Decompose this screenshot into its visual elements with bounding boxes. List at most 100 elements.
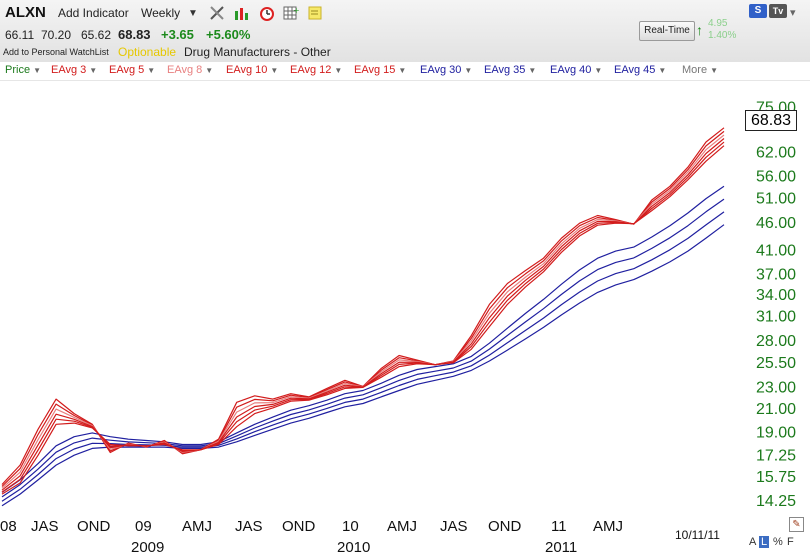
chart-date-label: 10/11/11 [675, 528, 720, 542]
legend-dropdown-icon[interactable]: ▼ [464, 66, 473, 75]
quote-change-pct: +5.60% [206, 27, 251, 42]
industry-label: Drug Manufacturers - Other [184, 45, 331, 59]
add-to-watchlist-link[interactable]: Add to Personal WatchList [3, 47, 109, 57]
time-tick-label: 09 [135, 518, 152, 535]
time-tick-label: 10 [342, 518, 359, 535]
legend-item-eavg-8[interactable]: EAvg 8 ▼ [167, 64, 213, 76]
legend-dropdown-icon[interactable]: ▼ [334, 66, 343, 75]
legend-dropdown-icon[interactable]: ▼ [89, 66, 98, 75]
legend-item-label: EAvg 5 [109, 64, 145, 76]
time-tick-label: AMJ [182, 518, 212, 535]
price-chart[interactable]: 75.0062.0056.0051.0046.0041.0037.0034.00… [0, 81, 810, 560]
time-tick-label: 11 [551, 518, 567, 535]
price-tick-label: 25.50 [756, 355, 796, 372]
legend-item-eavg-35[interactable]: EAvg 35 ▼ [484, 64, 536, 76]
legend-dropdown-icon[interactable]: ▼ [33, 66, 41, 75]
year-label: 2009 [131, 539, 164, 556]
legend-dropdown-icon[interactable]: ▼ [710, 66, 718, 75]
bar-chart-icon[interactable] [234, 5, 250, 21]
legend-item-eavg-3[interactable]: EAvg 3 ▼ [51, 64, 97, 76]
time-tick-label: OND [282, 518, 316, 535]
price-tick-label: 41.00 [756, 242, 796, 259]
tools-icon[interactable] [209, 5, 225, 21]
legend-dropdown-icon[interactable]: ▼ [205, 66, 214, 75]
short-ema-line [1, 127, 725, 485]
price-tick-label: 23.00 [756, 379, 796, 396]
short-ema-line [1, 138, 725, 491]
quote-high: 70.20 [41, 28, 72, 42]
grid-icon[interactable]: + [283, 5, 300, 21]
legend-item-price[interactable]: Price ▼ [5, 64, 41, 76]
legend-item-label: Price [5, 64, 31, 76]
legend-item-eavg-5[interactable]: EAvg 5 ▼ [109, 64, 155, 76]
time-tick-label: AMJ [387, 518, 417, 535]
price-tick-label: 17.25 [756, 448, 796, 465]
price-tick-label: 15.75 [756, 469, 796, 486]
quote-close: 68.83 [118, 27, 151, 42]
legend-item-eavg-40[interactable]: EAvg 40 ▼ [550, 64, 602, 76]
percent-scale-button[interactable]: % [773, 536, 783, 548]
toolbar-menu-arrow-icon[interactable]: ▾ [790, 7, 796, 19]
legend-dropdown-icon[interactable]: ▼ [270, 66, 279, 75]
time-tick-label: JAS [235, 518, 263, 535]
time-tick-label: OND [77, 518, 111, 535]
time-tick-label: AMJ [593, 518, 623, 535]
legend-item-label: EAvg 10 [226, 64, 268, 76]
legend-item-label: EAvg 8 [167, 64, 203, 76]
period-dropdown-icon[interactable]: ▼ [188, 8, 198, 19]
long-ema-line [1, 211, 725, 502]
time-tick-label: JAS [31, 518, 59, 535]
indicator-legend: Price ▼ EAvg 3 ▼ EAvg 5 ▼ EAvg 8 ▼ EAvg 10 ▼ EAvg … [0, 62, 810, 81]
tv-button[interactable]: Tv [769, 4, 787, 18]
auto-scale-button[interactable]: A [749, 536, 757, 548]
period-select[interactable]: Weekly [141, 6, 181, 20]
full-scale-button[interactable]: F [787, 536, 794, 548]
chart-toolbar: ALXN Add Indicator Weekly ▼ + 66.11 70.2… [0, 0, 810, 63]
alarm-clock-icon[interactable] [259, 5, 275, 21]
note-icon[interactable] [307, 5, 323, 21]
legend-dropdown-icon[interactable]: ▼ [528, 66, 537, 75]
time-tick-label: 08 [0, 518, 17, 535]
legend-item-more[interactable]: More ▼ [682, 64, 718, 76]
price-tick-label: 31.00 [756, 309, 796, 326]
legend-dropdown-icon[interactable]: ▼ [658, 66, 667, 75]
legend-item-label: EAvg 40 [550, 64, 592, 76]
legend-dropdown-icon[interactable]: ▼ [594, 66, 603, 75]
short-ema-line [1, 130, 725, 487]
quote-open: 66.11 [5, 28, 35, 42]
legend-item-label: EAvg 30 [420, 64, 462, 76]
add-indicator-button[interactable]: Add Indicator [58, 6, 129, 20]
legend-item-eavg-15[interactable]: EAvg 15 ▼ [354, 64, 406, 76]
price-tick-label: 37.00 [756, 267, 796, 284]
long-ema-line [1, 224, 725, 507]
legend-item-label: EAvg 45 [614, 64, 656, 76]
price-tick-label: 46.00 [756, 215, 796, 232]
log-scale-button[interactable]: L [759, 536, 770, 548]
s-button[interactable]: S [749, 4, 767, 18]
optionable-label: Optionable [118, 45, 177, 59]
legend-item-eavg-30[interactable]: EAvg 30 ▼ [420, 64, 472, 76]
realtime-button[interactable]: Real-Time [639, 21, 695, 41]
legend-item-eavg-10[interactable]: EAvg 10 ▼ [226, 64, 278, 76]
time-tick-label: OND [488, 518, 522, 535]
realtime-change: 4.95 [708, 18, 728, 29]
draw-pencil-icon[interactable]: ✎ [789, 517, 804, 532]
quote-change: +3.65 [161, 27, 194, 42]
symbol-label[interactable]: ALXN [5, 4, 46, 21]
legend-item-eavg-45[interactable]: EAvg 45 ▼ [614, 64, 666, 76]
last-price-box: 68.83 [745, 110, 797, 131]
price-tick-label: 51.00 [756, 191, 796, 208]
legend-dropdown-icon[interactable]: ▼ [398, 66, 407, 75]
legend-dropdown-icon[interactable]: ▼ [147, 66, 156, 75]
price-tick-label: 62.00 [756, 144, 796, 161]
price-tick-label: 56.00 [756, 169, 796, 186]
legend-item-eavg-12[interactable]: EAvg 12 ▼ [290, 64, 342, 76]
realtime-pct: 1.40% [708, 30, 737, 41]
svg-text:+: + [293, 6, 299, 15]
year-label: 2011 [545, 539, 577, 556]
long-ema-line [1, 198, 725, 498]
legend-item-label: EAvg 3 [51, 64, 87, 76]
price-tick-label: 14.25 [756, 493, 796, 510]
legend-item-label: EAvg 35 [484, 64, 526, 76]
realtime-values: 4.95 1.40% [708, 18, 736, 42]
